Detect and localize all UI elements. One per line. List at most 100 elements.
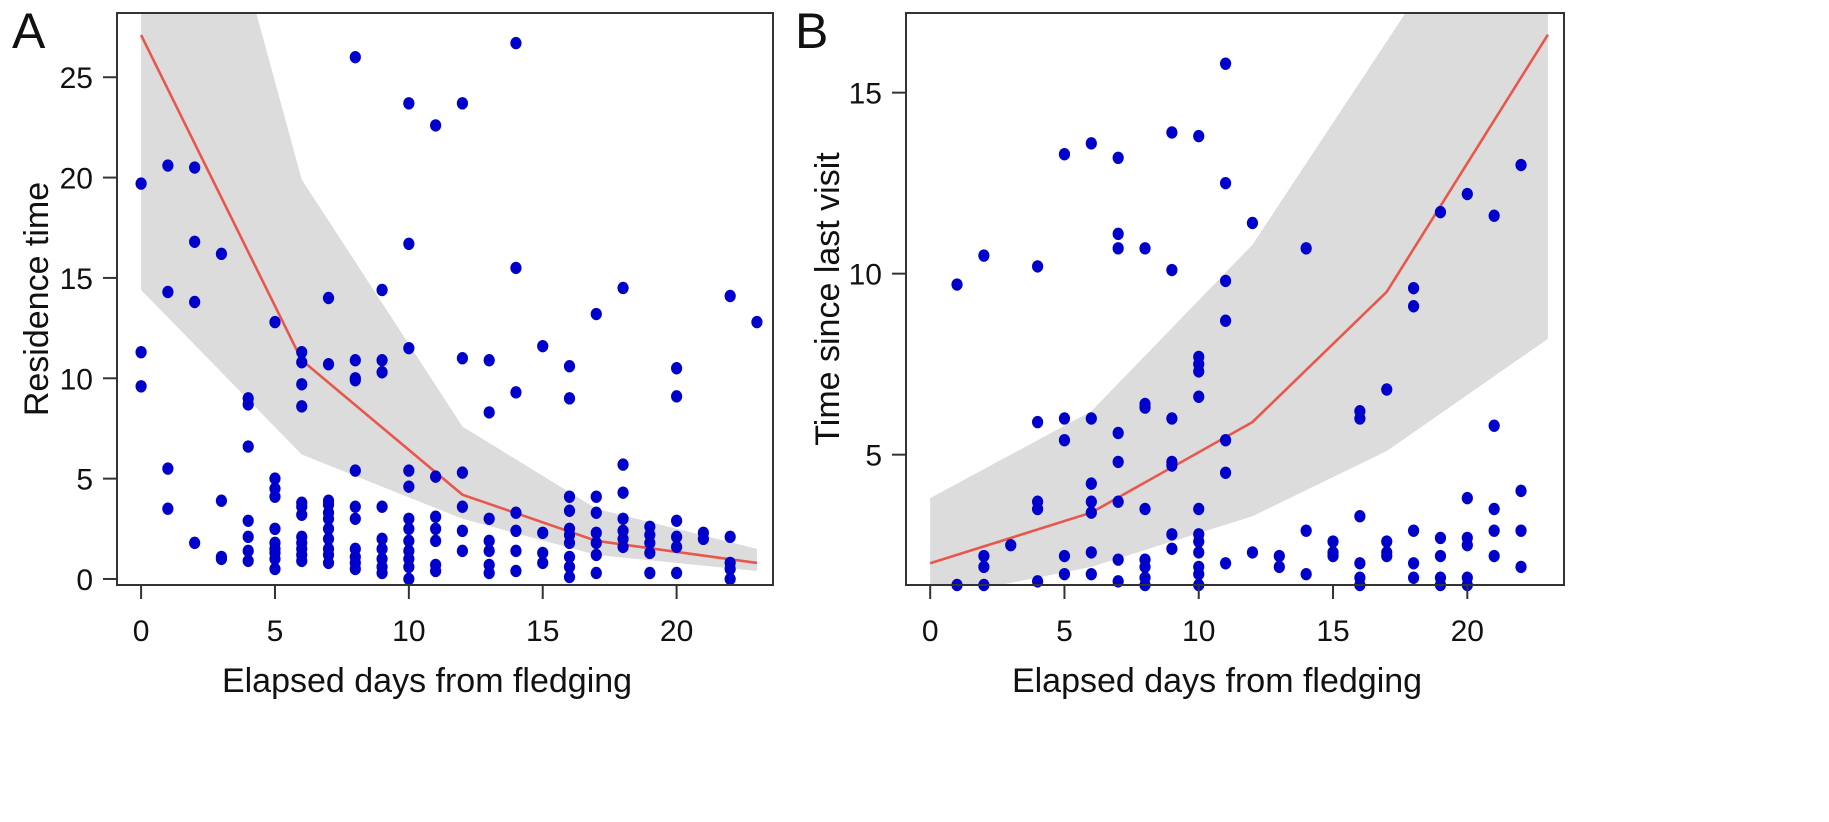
data-point	[1220, 57, 1232, 70]
data-point	[1058, 412, 1071, 425]
data-point	[403, 522, 415, 536]
data-point	[1220, 466, 1232, 479]
data-point	[590, 526, 602, 540]
data-point	[322, 358, 335, 371]
y-tick-label: 10	[60, 363, 93, 396]
data-point	[1515, 484, 1527, 498]
data-point	[135, 380, 147, 393]
data-point	[1032, 260, 1044, 273]
data-point	[456, 97, 469, 110]
data-point	[1354, 557, 1366, 570]
y-tick-label: 25	[60, 62, 93, 95]
data-point	[1058, 567, 1071, 581]
data-point	[751, 315, 763, 329]
data-point	[1300, 242, 1312, 255]
y-axis-title: Residence time	[18, 182, 56, 416]
data-point	[1085, 495, 1097, 508]
data-point	[1300, 524, 1312, 537]
confidence-band-layer	[930, 13, 1548, 585]
data-point	[1166, 263, 1178, 277]
data-point	[617, 512, 629, 525]
data-point	[617, 540, 629, 554]
data-point	[1461, 538, 1473, 552]
data-point	[403, 572, 415, 586]
data-point	[590, 548, 602, 562]
data-point	[1434, 549, 1447, 563]
data-point	[483, 544, 495, 558]
data-point	[456, 352, 469, 365]
data-point	[1112, 455, 1124, 469]
confidence-band	[141, 13, 757, 571]
y-tick-label: 0	[76, 564, 93, 597]
data-point	[1166, 412, 1178, 425]
data-point	[296, 345, 308, 359]
data-point	[1193, 129, 1205, 143]
data-point	[671, 566, 683, 580]
data-point	[1246, 216, 1259, 230]
data-point	[1434, 205, 1447, 219]
x-tick-label: 10	[1182, 615, 1215, 648]
data-point	[1220, 433, 1232, 447]
points-layer	[951, 57, 1527, 592]
data-point	[724, 530, 736, 544]
x-axis-title: Elapsed days from fledging	[1012, 662, 1422, 700]
data-point	[456, 466, 469, 479]
data-point	[430, 564, 442, 578]
data-point	[215, 247, 228, 261]
data-point	[671, 514, 683, 527]
data-point	[537, 526, 549, 540]
data-point	[510, 564, 522, 578]
data-point	[403, 341, 415, 355]
data-point	[1354, 412, 1366, 425]
data-point	[1193, 535, 1205, 548]
data-point	[376, 532, 388, 546]
panel-label: B	[795, 3, 828, 59]
data-point	[456, 524, 469, 538]
data-point	[510, 544, 522, 558]
data-point	[403, 97, 415, 110]
data-point	[1434, 531, 1447, 545]
data-point	[563, 536, 576, 550]
data-point	[510, 524, 522, 538]
data-point	[269, 522, 281, 536]
data-point	[483, 534, 495, 548]
data-point	[349, 354, 361, 367]
data-point	[644, 566, 656, 580]
data-point	[403, 464, 415, 477]
data-point	[951, 278, 963, 291]
data-point	[1408, 557, 1420, 570]
data-point	[296, 508, 308, 521]
data-point	[1515, 524, 1527, 537]
data-point	[1488, 549, 1500, 563]
data-point	[978, 249, 990, 262]
data-point	[430, 470, 442, 483]
data-point	[135, 177, 147, 190]
data-point	[617, 458, 629, 471]
data-point	[1112, 227, 1124, 241]
data-point	[1408, 300, 1420, 313]
data-point	[1112, 151, 1124, 165]
data-point	[671, 540, 683, 554]
data-point	[376, 500, 388, 513]
data-point	[1408, 281, 1420, 295]
data-point	[1139, 502, 1151, 516]
data-point	[215, 494, 228, 507]
x-tick-label: 0	[133, 615, 150, 648]
data-point	[1139, 560, 1151, 574]
data-point	[724, 289, 736, 303]
x-tick-label: 20	[1451, 615, 1484, 648]
data-point	[349, 562, 361, 576]
data-point	[242, 440, 254, 453]
data-point	[430, 510, 442, 523]
data-point	[376, 283, 388, 297]
data-point	[590, 506, 602, 519]
data-point	[563, 504, 576, 517]
data-point	[1085, 506, 1097, 519]
data-point	[349, 512, 361, 525]
data-point	[403, 512, 415, 525]
data-point	[1461, 491, 1473, 505]
data-point	[349, 464, 361, 477]
data-point	[563, 560, 576, 574]
data-point	[1515, 158, 1527, 172]
data-point	[1193, 567, 1205, 581]
